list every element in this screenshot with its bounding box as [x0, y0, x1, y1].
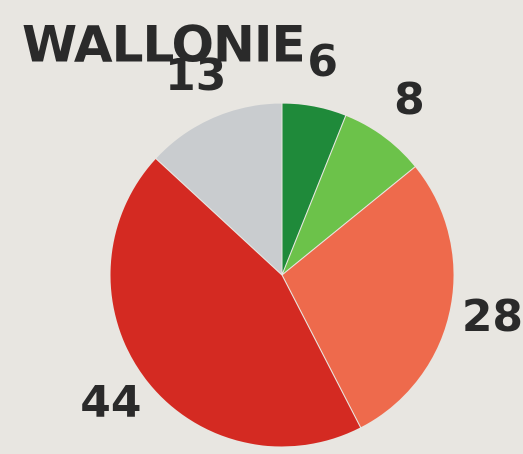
pie-slice: [154, 102, 283, 277]
data-label: 44: [80, 377, 141, 428]
pie-slice: [109, 157, 362, 448]
data-label: 28: [462, 291, 523, 342]
chart-title: WALLONIE: [22, 16, 305, 74]
data-label: 8: [394, 74, 425, 125]
data-label: 13: [165, 50, 226, 101]
pie-slice: [281, 165, 455, 429]
data-label: 6: [307, 36, 338, 87]
